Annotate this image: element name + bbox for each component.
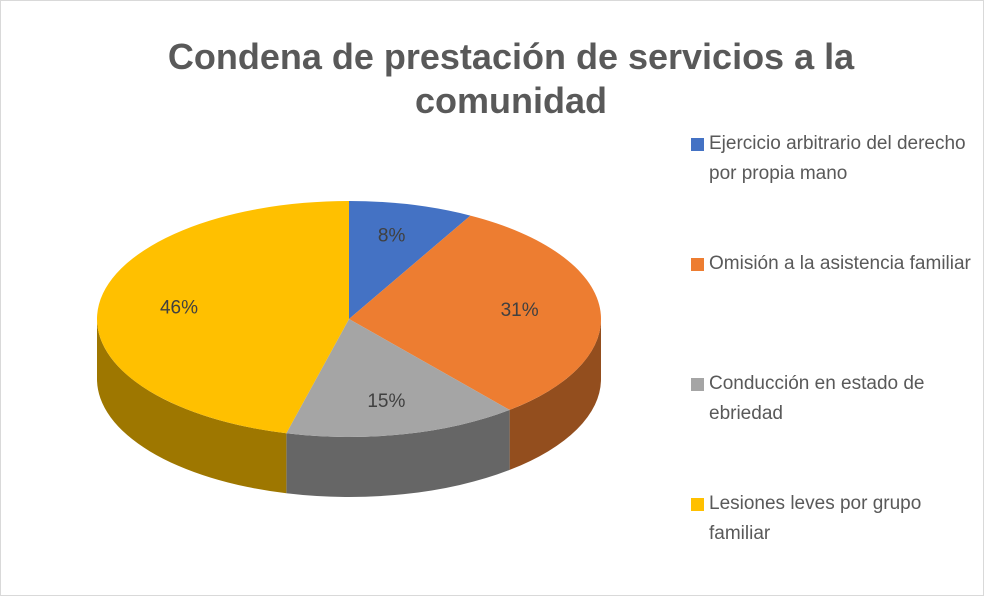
data-label: 46%	[160, 297, 198, 318]
legend-item: Omisión a la asistencia familiar	[691, 249, 971, 279]
legend-swatch	[691, 378, 704, 391]
slice	[286, 319, 510, 437]
legend-label: Lesiones leves por grupo familiar	[709, 493, 922, 544]
legend-label: Ejercicio arbitrario del derecho por pro…	[709, 133, 966, 184]
data-label: 8%	[378, 226, 406, 247]
data-label: 15%	[367, 391, 405, 412]
legend-label: Omisión a la asistencia familiar	[709, 253, 971, 274]
slice	[349, 201, 471, 319]
legend-swatch	[691, 498, 704, 511]
legend-item: Conducción en estado de ebriedad	[691, 369, 971, 429]
slice-side	[509, 319, 601, 470]
slice	[97, 201, 350, 434]
slice	[349, 215, 602, 410]
legend-item: Lesiones leves por grupo familiar	[691, 489, 971, 549]
legend-label: Conducción en estado de ebriedad	[709, 373, 925, 424]
legend-swatch	[691, 258, 704, 271]
legend-item: Ejercicio arbitrario del derecho por pro…	[691, 129, 971, 189]
legend-swatch	[691, 138, 704, 151]
chart-title: Condena de prestación de servicios a la …	[167, 36, 855, 121]
data-label: 31%	[501, 300, 539, 321]
slice-side	[97, 319, 287, 494]
slice-side	[286, 409, 510, 497]
